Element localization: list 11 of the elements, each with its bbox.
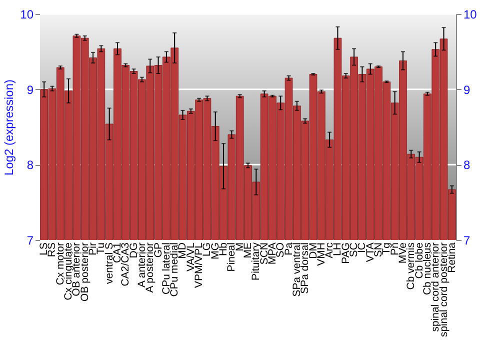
y2-tick-label: 7: [464, 234, 470, 248]
y2-tick-label: 8: [464, 158, 470, 172]
y-tick-label: 9: [26, 82, 34, 97]
y-axis-title: Log2 (expression): [2, 79, 16, 176]
x-tick-label: Retina: [446, 242, 458, 273]
y-tick-label: 10: [20, 8, 34, 22]
x-tick-label: Pituitary: [250, 242, 262, 280]
y2-tick-label: 9: [464, 82, 470, 97]
y-tick-label: 8: [26, 158, 34, 172]
y2-tick-label: 10: [464, 8, 478, 22]
y-tick-label: 7: [26, 234, 34, 248]
